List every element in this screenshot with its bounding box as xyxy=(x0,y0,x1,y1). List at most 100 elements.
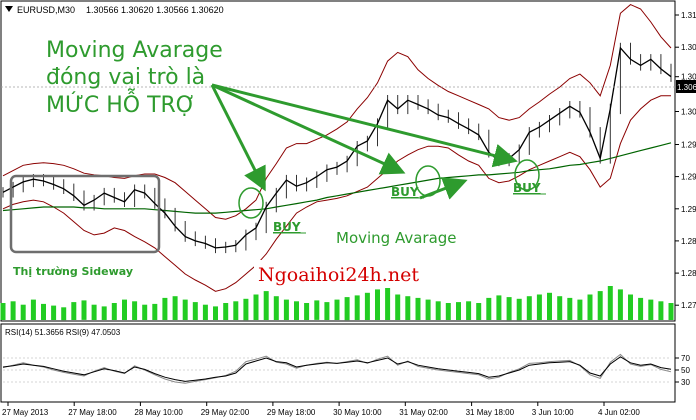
time-axis-label: 29 May 18:00 xyxy=(267,408,316,417)
buy-label-2: BUY xyxy=(391,185,419,199)
volume-bar xyxy=(223,303,229,320)
volume-bar xyxy=(122,299,127,320)
time-axis-label: 27 May 18:00 xyxy=(68,408,117,417)
volume-bar xyxy=(81,300,87,320)
volume-bar xyxy=(294,301,299,320)
volume-bar xyxy=(405,296,411,320)
volume-bar xyxy=(304,303,310,320)
time-axis-label: 28 May 10:00 xyxy=(134,408,183,417)
volume-bar xyxy=(536,294,542,320)
watermark-background xyxy=(254,260,436,288)
price-axis-label: 1.30220 xyxy=(681,108,696,117)
volume-bar xyxy=(456,302,461,320)
volume-bar xyxy=(344,297,350,321)
volume-bar xyxy=(202,304,208,320)
close-price-path xyxy=(2,46,672,249)
rsi-lines xyxy=(2,353,672,384)
volume-bar xyxy=(132,301,138,320)
volume-bar xyxy=(10,301,16,320)
volume-bar xyxy=(658,301,664,320)
price-axis-label: 1.28360 xyxy=(681,269,696,278)
price-axis-label: 1.30620 xyxy=(681,73,696,82)
ma-label: Moving Avarage xyxy=(336,229,457,247)
volume-bar xyxy=(30,299,36,320)
current-price-box xyxy=(676,80,696,93)
volume-bar xyxy=(283,299,289,320)
volume-bar xyxy=(253,294,259,320)
volume-bar xyxy=(243,298,249,321)
volume-bar xyxy=(617,289,623,320)
volume-bar xyxy=(425,299,431,320)
price-axis-label: 1.29100 xyxy=(681,205,696,214)
time-axis-label: 29 May 02:00 xyxy=(201,408,250,417)
price-axis-label: 1.28730 xyxy=(681,237,696,246)
volume-bar xyxy=(435,301,441,320)
volume-bar xyxy=(41,303,46,320)
price-axis-label: 1.29470 xyxy=(681,173,696,182)
price-axis-label: 1.30960 xyxy=(681,43,696,52)
volume-bar xyxy=(516,298,522,321)
volume-bar xyxy=(61,307,67,321)
buy-labels: BUY BUY BUY xyxy=(273,181,541,234)
volume-bar xyxy=(0,303,6,320)
arrow-to-buy3 xyxy=(211,83,518,168)
price-axis-label: 1.31330 xyxy=(681,11,696,20)
symbol-label: EURUSD,M30 xyxy=(17,5,75,15)
annotation-title-line3: MỨC HỖ TRỢ xyxy=(46,88,196,118)
annotation-title-line2: đóng vai trò là xyxy=(46,65,205,90)
volume-bars xyxy=(0,286,674,321)
volume-bar xyxy=(547,292,552,320)
touch-circle-2 xyxy=(415,165,441,197)
time-axis-label: 31 May 18:00 xyxy=(466,408,515,417)
volume-bar xyxy=(162,297,168,320)
volume-bar xyxy=(233,301,239,320)
rsi-axis: 70 50 30 xyxy=(675,354,690,387)
sideway-label: Thị trường Sideway xyxy=(13,265,133,278)
price-axis-label: 1.29840 xyxy=(681,141,696,150)
price-axis: 1.31330 1.30960 1.30620 1.30220 1.29840 1.294… xyxy=(675,11,696,310)
rsi-label: RSI(14) 51.3656 RSI(9) 47.0503 xyxy=(5,328,121,337)
time-axis: 27 May 2013 27 May 18:00 28 May 10:00 29 Ma… xyxy=(2,402,640,417)
volume-bar xyxy=(638,297,644,320)
ohlc-values: 1.30566 1.30620 1.30566 1.30620 xyxy=(86,5,224,15)
volume-bar xyxy=(526,296,532,320)
watermark-text: Ngoaihoi24h.net xyxy=(258,264,419,286)
buy-label-1: BUY xyxy=(273,220,301,234)
volume-bar xyxy=(668,303,674,320)
volume-bar xyxy=(142,304,148,320)
rsi-axis-label: 50 xyxy=(681,366,690,375)
volume-bar xyxy=(91,304,97,320)
time-axis-label: 31 May 02:00 xyxy=(399,408,448,417)
lower-band-line xyxy=(2,95,671,292)
volume-bar xyxy=(506,297,512,321)
annotation-title-line1: Moving Avarage xyxy=(46,38,223,63)
arrow-to-buy2 xyxy=(211,83,406,175)
volume-bar xyxy=(648,299,654,320)
moving-average-line xyxy=(2,142,672,214)
time-axis-label: 4 Jun 02:00 xyxy=(598,408,640,417)
volume-bar xyxy=(213,306,218,320)
volume-bar xyxy=(628,294,633,320)
volume-bar xyxy=(587,294,593,320)
volume-bar xyxy=(354,295,360,320)
volume-bar xyxy=(263,291,269,320)
rsi-axis-label: 30 xyxy=(681,378,690,387)
volume-bar xyxy=(111,303,117,320)
volume-bar xyxy=(334,299,340,320)
volume-bar xyxy=(324,302,330,320)
time-axis-label: 27 May 2013 xyxy=(2,408,49,417)
touch-circles xyxy=(238,159,540,219)
volume-bar xyxy=(172,296,178,320)
volume-bar xyxy=(445,303,451,320)
price-axis-label: 1.27990 xyxy=(681,301,696,310)
volume-bar xyxy=(577,299,583,320)
moving-average-path xyxy=(2,142,672,214)
chart-header: EURUSD,M30 1.30566 1.30620 1.30566 1.306… xyxy=(5,5,224,15)
volume-bar xyxy=(476,303,482,320)
volume-bar xyxy=(557,296,563,320)
price-line xyxy=(2,42,672,254)
volume-bar xyxy=(496,295,502,320)
volume-bar xyxy=(486,297,492,320)
volume-bar xyxy=(364,292,370,320)
